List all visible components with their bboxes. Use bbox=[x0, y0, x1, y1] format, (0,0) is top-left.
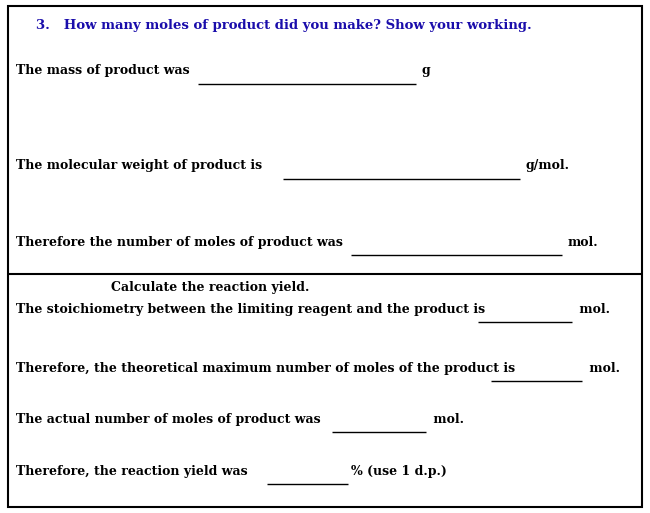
Text: mol.: mol. bbox=[567, 236, 598, 249]
Text: g: g bbox=[421, 65, 430, 77]
Text: g/mol.: g/mol. bbox=[525, 160, 569, 172]
Text: Therefore, the reaction yield was: Therefore, the reaction yield was bbox=[16, 465, 252, 478]
Text: Calculate the reaction yield.: Calculate the reaction yield. bbox=[111, 281, 309, 293]
Text: mol.: mol. bbox=[585, 362, 620, 375]
FancyBboxPatch shape bbox=[8, 6, 642, 507]
Text: The actual number of moles of product was: The actual number of moles of product wa… bbox=[16, 413, 321, 426]
Text: Therefore the number of moles of product was: Therefore the number of moles of product… bbox=[16, 236, 348, 249]
Text: Therefore, the theoretical maximum number of moles of the product is: Therefore, the theoretical maximum numbe… bbox=[16, 362, 520, 375]
Text: The stoichiometry between the limiting reagent and the product is: The stoichiometry between the limiting r… bbox=[16, 303, 489, 316]
Text: mol.: mol. bbox=[575, 303, 610, 316]
Text: The mass of product was: The mass of product was bbox=[16, 65, 194, 77]
Text: % (use 1 d.p.): % (use 1 d.p.) bbox=[351, 465, 447, 478]
Text: mol.: mol. bbox=[429, 413, 464, 426]
Text: The molecular weight of product is: The molecular weight of product is bbox=[16, 160, 266, 172]
Text: 3.   How many moles of product did you make? Show your working.: 3. How many moles of product did you mak… bbox=[36, 19, 532, 32]
